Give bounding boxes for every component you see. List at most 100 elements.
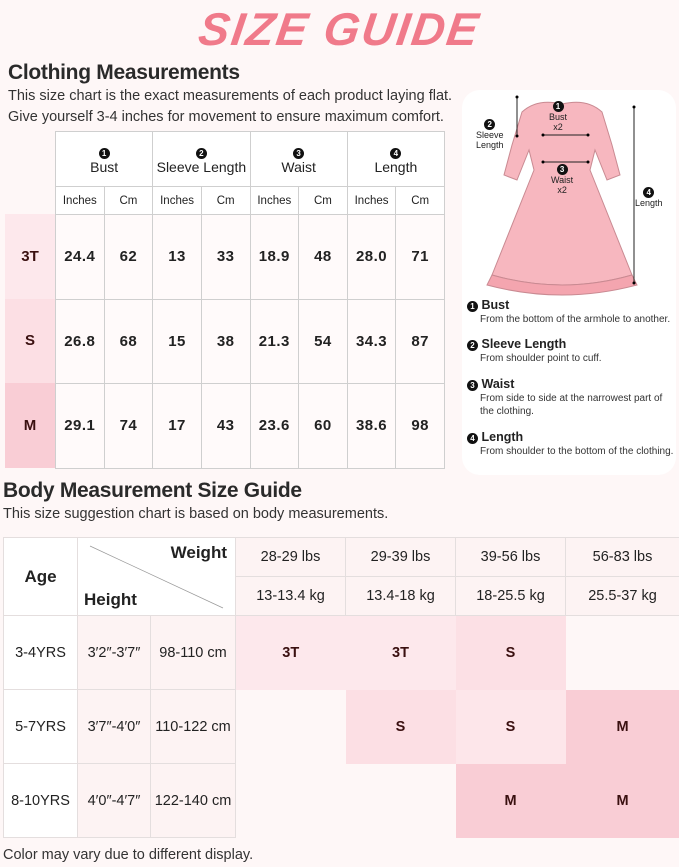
size-label-3t: 3T	[5, 214, 55, 299]
size-cell: M	[565, 689, 679, 764]
subtitle-line: This size chart is the exact measurement…	[8, 88, 453, 104]
cell: 87	[395, 298, 445, 384]
size-cell	[345, 763, 456, 838]
dress-illustration	[486, 95, 638, 296]
height-cm: 122-140 cm	[150, 763, 236, 838]
term: Waist	[481, 377, 515, 391]
measurement-diagram-panel: 1 Bust x2 2 Sleeve Length 3 Waist x2 4 Length 1…	[462, 90, 676, 475]
waist-label: 3 Waist x2	[551, 164, 573, 195]
col-label: Sleeve Length	[156, 159, 247, 175]
header-row-kg: 13-13.4 kg 13.4-18 kg 18-25.5 kg 25.5-37…	[4, 576, 679, 616]
label: x2	[557, 185, 567, 195]
units-row: Inches Cm Inches Cm Inches Cm Inches Cm	[55, 186, 445, 215]
col-waist: 3 Waist	[249, 131, 348, 187]
number-3-icon: 3	[293, 148, 305, 159]
diagonal-divider	[89, 545, 224, 609]
body-heading: Body Measurement Size Guide	[3, 479, 302, 502]
label: Length	[476, 140, 504, 150]
height-ft: 3′7″-4′0″	[77, 689, 151, 764]
label: Length	[635, 198, 663, 208]
cell: 23.6	[249, 383, 300, 469]
number-1-icon: 1	[98, 148, 110, 159]
label: Waist	[551, 175, 574, 185]
label: Bust	[549, 112, 568, 122]
table-row: 8-10YRS 4′0″-4′7″ 122-140 cm M M	[3, 763, 679, 838]
cell: 13	[152, 214, 202, 300]
term: Length	[481, 430, 524, 444]
bust-label: 1 Bust x2	[549, 101, 567, 132]
footer-note: Color may vary due to different display.	[3, 847, 254, 863]
cell: 48	[298, 214, 348, 300]
weight-kg: 25.5-37 kg	[565, 576, 679, 616]
height-cm: 98-110 cm	[150, 615, 236, 690]
age: 8-10YRS	[3, 763, 78, 838]
col-label: Waist	[281, 159, 316, 175]
definition-bust: 1 Bust From the bottom of the armhole to …	[467, 298, 670, 326]
table-row: 26.8 68 15 38 21.3 54 34.3 87	[55, 298, 445, 384]
number-4-icon: 4	[390, 148, 402, 159]
header-row: 1 Bust 2 Sleeve Length 3 Waist 4 Length	[54, 131, 446, 187]
page-title: SIZE GUIDE	[195, 3, 484, 55]
cell: 43	[200, 383, 251, 469]
cell: 33	[200, 214, 251, 300]
definition-waist: 3 Waist From side to side at the narrowes…	[467, 377, 672, 418]
label: x2	[553, 122, 563, 132]
header-row: Age Weight Height 28-29 lbs 29-39 lbs 39…	[3, 537, 679, 616]
size-cell	[565, 615, 679, 690]
term: Sleeve Length	[481, 337, 567, 351]
subtitle-line: Give yourself 3-4 inches for movement to…	[8, 109, 444, 125]
cell: 38	[200, 298, 251, 384]
cell: 26.8	[55, 298, 105, 384]
label: Sleeve	[476, 130, 504, 140]
weight-label: Weight	[170, 543, 227, 562]
desc: From the bottom of the armhole to anothe…	[480, 314, 671, 325]
weight-lbs: 39-56 lbs	[455, 537, 566, 577]
desc: From side to side at the narrowest part …	[480, 393, 663, 417]
weight-height-header: Weight Height	[77, 537, 236, 616]
clothing-heading: Clothing Measurements	[8, 61, 240, 84]
weight-kg: 18-25.5 kg	[455, 576, 566, 616]
size-cell: 3T	[345, 615, 456, 690]
age: 3-4YRS	[3, 615, 78, 690]
size-cell	[235, 689, 346, 764]
unit-inches: Inches	[55, 186, 105, 215]
unit-cm: Cm	[103, 186, 154, 215]
number-4-icon: 4	[643, 187, 655, 198]
size-cell: S	[455, 615, 566, 690]
definition-sleeve-length: 2 Sleeve Length From shoulder point to cu…	[467, 337, 602, 365]
cell: 15	[152, 298, 202, 384]
age: 5-7YRS	[3, 689, 78, 764]
col-bust: 1 Bust	[54, 131, 154, 187]
height-ft: 4′0″-4′7″	[77, 763, 151, 838]
cell: 29.1	[55, 383, 105, 469]
unit-cm: Cm	[395, 186, 445, 215]
unit-inches: Inches	[249, 186, 300, 215]
cell: 24.4	[55, 214, 105, 300]
cell: 60	[298, 383, 348, 469]
definition-length: 4 Length From shoulder to the bottom of t…	[467, 430, 673, 458]
number-3-icon: 3	[467, 380, 478, 391]
table-row: 5-7YRS 3′7″-4′0″ 110-122 cm S S M	[3, 689, 679, 764]
number-1-icon: 1	[552, 101, 564, 112]
term: Bust	[481, 298, 510, 312]
size-cell: M	[455, 763, 566, 838]
weight-lbs: 29-39 lbs	[345, 537, 456, 577]
col-label: Length	[374, 159, 418, 175]
number-3-icon: 3	[556, 164, 568, 175]
sleeve-length-label: 2 Sleeve Length	[476, 119, 504, 150]
size-cell: S	[455, 689, 566, 764]
unit-inches: Inches	[152, 186, 202, 215]
body-subtitle: This size suggestion chart is based on b…	[3, 506, 389, 522]
col-length: 4 Length	[346, 131, 446, 187]
length-label: 4 Length	[635, 187, 663, 208]
cell: 21.3	[249, 298, 300, 384]
desc: From shoulder point to cuff.	[480, 353, 602, 364]
table-row: 29.1 74 17 43 23.6 60 38.6 98	[55, 383, 445, 469]
height-ft: 3′2″-3′7″	[77, 615, 151, 690]
size-cell: M	[565, 763, 679, 838]
age-header: Age	[3, 537, 78, 616]
unit-cm: Cm	[298, 186, 348, 215]
cell: 74	[103, 383, 154, 469]
cell: 38.6	[346, 383, 397, 469]
number-2-icon: 2	[484, 119, 496, 130]
